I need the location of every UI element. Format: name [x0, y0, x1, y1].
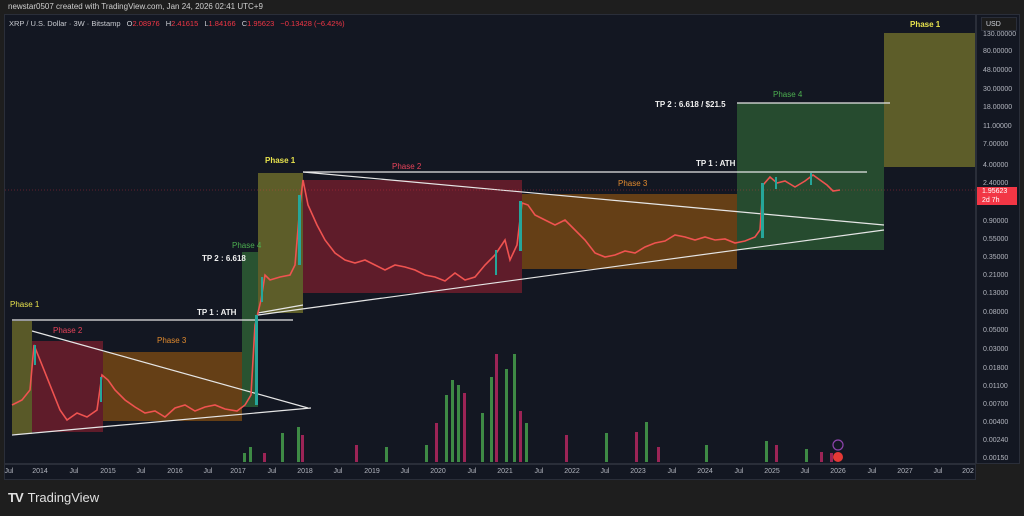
phase4-label-b: Phase 4 — [773, 90, 803, 99]
high-value: 2.41615 — [171, 19, 199, 28]
price-tick: 0.00240 — [983, 437, 1009, 444]
price-tick: 0.01100 — [983, 383, 1008, 390]
price-tick: 11.00000 — [983, 123, 1012, 130]
time-tick: 2023 — [630, 468, 646, 475]
phase4-label-a: Phase 4 — [232, 241, 262, 250]
time-tick: 2017 — [230, 468, 246, 475]
phase3-label-b: Phase 3 — [618, 179, 648, 188]
tp2-label-a: TP 2 : 6.618 — [202, 254, 246, 263]
price-tick: 18.00000 — [983, 104, 1013, 111]
symbol-legend[interactable]: XRP / U.S. Dollar · 3W · Bitstamp O2.089… — [9, 19, 345, 28]
phase1-box-b — [258, 173, 303, 313]
time-tick: 2026 — [830, 468, 846, 475]
phase2-label-b: Phase 2 — [392, 162, 422, 171]
time-tick: Jul — [467, 468, 477, 475]
time-tick: Jul — [69, 468, 79, 475]
flag-icon — [833, 452, 843, 462]
time-tick: Jul — [734, 468, 744, 475]
time-tick: Jul — [136, 468, 146, 475]
price-tick: 0.00150 — [983, 455, 1009, 462]
trend-lines — [11, 102, 890, 436]
candles — [11, 174, 841, 422]
phase1-label-a: Phase 1 — [10, 300, 40, 309]
tp1-label-b: TP 1 : ATH — [696, 159, 736, 168]
phase1-label-b: Phase 1 — [265, 156, 296, 165]
phase1-box-a — [12, 321, 32, 434]
price-chart[interactable]: Phase 1 Phase 2 Phase 3 TP 1 : ATH Phase… — [5, 15, 975, 463]
price-tick: 0.01800 — [983, 365, 1009, 372]
open-value: 2.08976 — [132, 19, 160, 28]
brand-name: TradingView — [27, 490, 100, 505]
phase3-box-b — [522, 194, 737, 269]
price-tick: 0.05000 — [983, 327, 1009, 334]
time-tick: Jul — [4, 468, 14, 475]
price-tick: 4.00000 — [983, 162, 1009, 169]
price-tick: 0.13000 — [983, 290, 1009, 297]
chart-credit: newstar0507 created with TradingView.com… — [8, 2, 263, 11]
price-tick: 0.55000 — [983, 236, 1009, 243]
price-axis[interactable] — [976, 14, 1020, 464]
tp2-label-b: TP 2 : 6.618 / $21.5 — [655, 100, 726, 109]
symbol-title: XRP / U.S. Dollar · 3W · Bitstamp — [9, 19, 121, 28]
last-price-label: 1.95623 2d 7h — [977, 187, 1017, 205]
price-tick: 0.08000 — [983, 309, 1009, 316]
time-tick: Jul — [600, 468, 610, 475]
time-tick: Jul — [333, 468, 343, 475]
change-value: −0.13428 (−6.42%) — [280, 19, 345, 28]
phase2-box-b — [303, 180, 522, 293]
time-tick: Jul — [667, 468, 677, 475]
phase1-label-c: Phase 1 — [910, 20, 941, 29]
price-tick: 48.00000 — [983, 67, 1013, 74]
tp1-label-a: TP 1 : ATH — [197, 308, 237, 317]
volume-bars — [243, 354, 833, 462]
time-tick: Jul — [867, 468, 877, 475]
time-tick: 2016 — [167, 468, 183, 475]
time-tick: 2021 — [497, 468, 513, 475]
price-tick: 2.40000 — [983, 180, 1009, 187]
time-tick: 2024 — [697, 468, 713, 475]
time-tick: 202 — [962, 468, 974, 475]
phase2-box-a — [32, 341, 103, 432]
price-tick: 80.00000 — [983, 48, 1013, 55]
time-tick: Jul — [267, 468, 277, 475]
time-tick: 2018 — [297, 468, 313, 475]
price-tick: 0.03000 — [983, 346, 1009, 353]
time-tick: 2015 — [100, 468, 116, 475]
phase3-label-a: Phase 3 — [157, 336, 187, 345]
price-tick: 30.00000 — [983, 86, 1013, 93]
phase2-label-a: Phase 2 — [53, 326, 83, 335]
phase4-box-a — [242, 252, 258, 407]
time-tick: Jul — [800, 468, 810, 475]
time-tick: 2014 — [32, 468, 48, 475]
price-tick: 0.00700 — [983, 401, 1009, 408]
time-axis[interactable] — [4, 464, 976, 480]
time-tick: Jul — [400, 468, 410, 475]
price-tick: 130.00000 — [983, 31, 1017, 38]
time-tick: 2020 — [430, 468, 446, 475]
time-tick: Jul — [933, 468, 943, 475]
event-icon — [832, 439, 844, 451]
low-value: 1.84166 — [208, 19, 236, 28]
price-tick: 0.90000 — [983, 218, 1009, 225]
time-tick: 2027 — [897, 468, 913, 475]
price-tick: 0.21000 — [983, 272, 1009, 279]
up-candles — [34, 173, 812, 405]
price-tick: 0.00400 — [983, 419, 1009, 426]
close-value: 1.95623 — [247, 19, 275, 28]
time-tick: Jul — [203, 468, 213, 475]
price-tick: 7.00000 — [983, 141, 1009, 148]
time-tick: Jul — [534, 468, 544, 475]
phase1-box-c — [884, 33, 975, 167]
tradingview-brand[interactable]: TV TradingView — [8, 490, 99, 505]
time-tick: 2019 — [364, 468, 380, 475]
time-tick: 2022 — [564, 468, 580, 475]
currency-button[interactable]: USD — [981, 17, 1017, 31]
tradingview-logo-icon: TV — [8, 490, 24, 505]
price-tick: 0.35000 — [983, 254, 1009, 261]
time-tick: 2025 — [764, 468, 780, 475]
